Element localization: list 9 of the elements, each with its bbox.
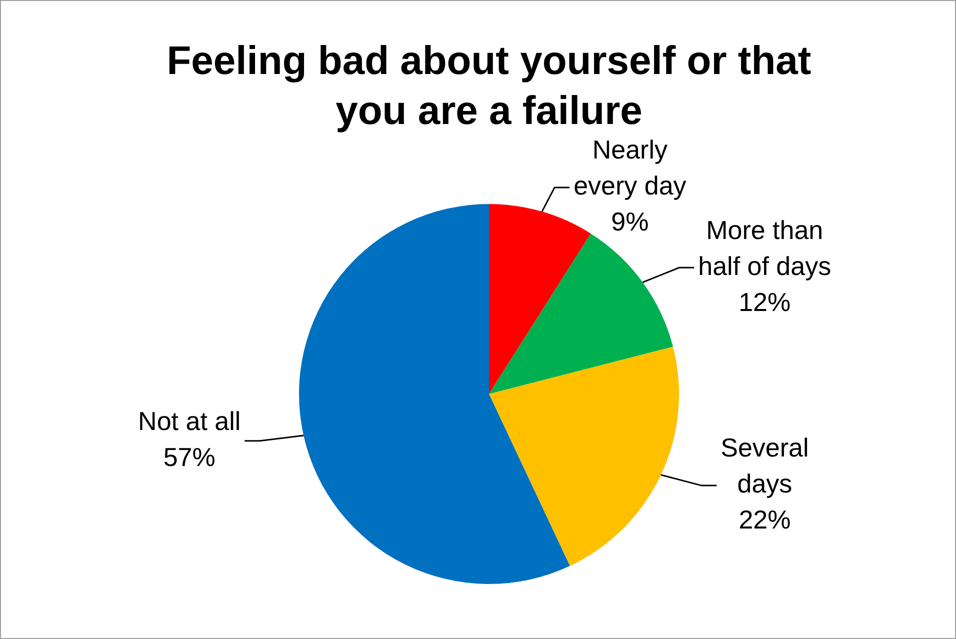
slice-label: Nearly every day (574, 134, 686, 201)
data-label: 57% (163, 442, 216, 472)
data-label: 22% (738, 504, 791, 535)
slice-label: More than half of days (698, 214, 832, 281)
slice-label: Not at all (138, 406, 241, 436)
data-label: 9% (611, 206, 649, 237)
slice-label: Several days (720, 432, 809, 499)
data-label: 12% (738, 286, 791, 317)
chart-title: Feeling bad about yourself or that you are a failure (166, 39, 812, 134)
